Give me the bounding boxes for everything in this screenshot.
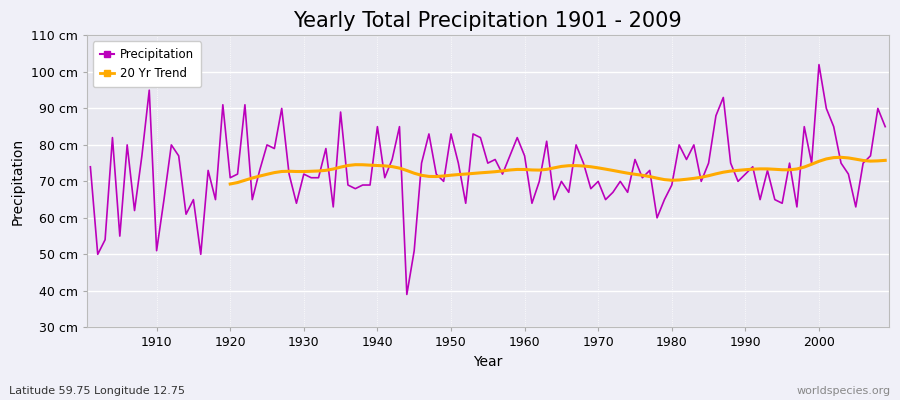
Legend: Precipitation, 20 Yr Trend: Precipitation, 20 Yr Trend <box>93 41 201 88</box>
X-axis label: Year: Year <box>473 355 502 369</box>
Title: Yearly Total Precipitation 1901 - 2009: Yearly Total Precipitation 1901 - 2009 <box>293 11 682 31</box>
Text: Latitude 59.75 Longitude 12.75: Latitude 59.75 Longitude 12.75 <box>9 386 185 396</box>
Y-axis label: Precipitation: Precipitation <box>11 138 25 225</box>
Text: worldspecies.org: worldspecies.org <box>796 386 891 396</box>
